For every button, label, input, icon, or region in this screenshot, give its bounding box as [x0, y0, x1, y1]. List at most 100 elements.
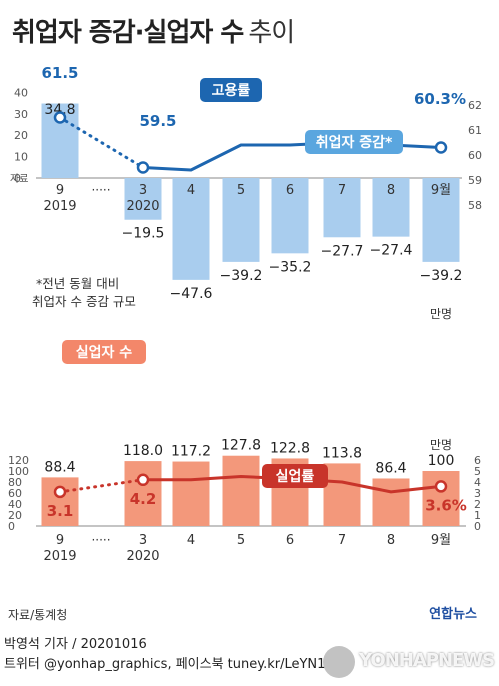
left-tick-label: 40 — [14, 86, 28, 99]
category-label: 4 — [187, 183, 195, 198]
left-tick-label: 30 — [14, 108, 28, 121]
employment-increase-badge: 취업자 증감* — [316, 134, 393, 151]
bar-value-label: −47.6 — [170, 286, 213, 302]
right-tick-label: 0 — [474, 520, 481, 533]
unemployed-bar — [323, 463, 361, 526]
left-tick-label: 100 — [8, 465, 29, 478]
credit-line-1: 박영석 기자 / 20201016 — [4, 637, 147, 652]
category-label: 5 — [237, 183, 245, 198]
bar-value-label: −27.4 — [370, 243, 413, 259]
employment-rate-point — [136, 161, 150, 174]
bar-value-label: 34.8 — [44, 102, 75, 118]
bar-value-label: 113.8 — [322, 445, 362, 461]
bar-value-label: −27.7 — [321, 243, 364, 259]
line-point-label: 59.5 — [139, 112, 176, 130]
bar-value-label: 100 — [428, 453, 455, 469]
unemployed-bar — [124, 461, 162, 526]
category-label: 2019 — [43, 549, 76, 564]
category-label: 3 — [139, 183, 147, 198]
unemployed-count-badge: 실업자 수 — [76, 345, 133, 361]
employment-bar — [422, 178, 460, 262]
left-tick-label: 20 — [8, 509, 22, 522]
source-label: 자료/통계청 — [8, 608, 68, 622]
left-tick-label: 120 — [8, 454, 29, 467]
left-tick-label: 0 — [14, 172, 21, 185]
bar-value-label: −39.2 — [220, 268, 263, 284]
category-label: 9월 — [431, 533, 451, 548]
left-unit-label: 자료 — [10, 173, 28, 185]
gap-marker: ····· — [91, 533, 110, 547]
right-tick-label: 61 — [468, 124, 482, 137]
unemployment-rate-point — [53, 485, 67, 499]
employment-rate-badge: 고용률 — [212, 82, 251, 99]
bar-value-label: 118.0 — [123, 443, 163, 459]
right-tick-label: 1 — [474, 509, 481, 522]
category-label: 5 — [237, 533, 245, 548]
unemployment-rate-badge-box — [262, 464, 328, 488]
category-label: 8 — [387, 533, 395, 548]
right-tick-label: 5 — [474, 465, 481, 478]
unemployment-rate-point — [434, 480, 448, 493]
category-label: 6 — [286, 183, 294, 198]
bar-value-label: −19.5 — [122, 226, 165, 242]
category-label: 9 — [56, 533, 64, 548]
bar-value-label: −35.2 — [269, 259, 312, 275]
bar-value-label: −39.2 — [420, 268, 463, 284]
right-tick-label: 4 — [474, 476, 481, 489]
unemployed-count-badge-box — [62, 340, 146, 364]
right-tick-label: 60 — [468, 149, 482, 162]
unemployment-rate-dotted-segment — [58, 478, 145, 494]
left-tick-label: 60 — [8, 487, 22, 500]
left-tick-label: 20 — [14, 129, 28, 142]
left-tick-label: 80 — [8, 476, 22, 489]
bar-value-label: 86.4 — [375, 460, 406, 476]
category-label: 7 — [338, 183, 346, 198]
category-label: 2019 — [43, 199, 76, 214]
category-label: 3 — [139, 533, 147, 548]
bar-value-label: 117.2 — [171, 444, 211, 460]
employment-increase-badge-box — [305, 130, 403, 154]
footnote-line-1: *전년 동월 대비 — [36, 276, 119, 291]
category-label: 6 — [286, 533, 294, 548]
footnote-line-2: 취업자 수 증감 규모 — [32, 294, 136, 309]
bar-value-label: 122.8 — [270, 440, 310, 456]
right-tick-label: 59 — [468, 174, 482, 187]
bar-value-label: 88.4 — [44, 459, 75, 475]
employment-bar — [323, 178, 361, 238]
employment-bar — [172, 178, 210, 280]
category-label: 7 — [338, 533, 346, 548]
gap-marker: ····· — [91, 183, 110, 197]
line-point-label: 61.5 — [41, 64, 78, 82]
unemployment-rate-badge: 실업률 — [276, 468, 315, 485]
unemployed-bar — [172, 461, 210, 526]
left-tick-label: 0 — [8, 520, 15, 533]
line-point-label: 3.6% — [425, 496, 467, 514]
title-sub: 추이 — [248, 18, 295, 48]
right-tick-label: 62 — [468, 99, 482, 112]
line-point-label: 3.1 — [47, 502, 74, 520]
value-unit-label: 만명 — [430, 307, 452, 321]
right-tick-label: 3 — [474, 487, 481, 500]
unemployed-bar — [41, 477, 79, 526]
employment-rate-point — [53, 111, 67, 124]
employment-rate-badge-box — [200, 78, 262, 102]
category-label: 9월 — [431, 183, 451, 198]
watermark-circle-icon — [323, 646, 355, 678]
employment-chart: 40302010062616059589201934.832020−19.54−… — [10, 64, 482, 321]
employment-bar — [222, 178, 260, 262]
chart-title: 취업자 증감·실업자 수 추이 — [12, 12, 295, 49]
unemployed-bar — [222, 455, 260, 526]
right-tick-label: 58 — [468, 199, 482, 212]
watermark: YONHAPNEWS — [323, 638, 499, 686]
category-label: 2020 — [126, 199, 159, 214]
value-unit-label: 만명 — [430, 438, 452, 452]
employment-bar — [372, 178, 410, 237]
category-label: 8 — [387, 183, 395, 198]
line-point-label: 60.3% — [414, 90, 466, 108]
employment-rate-point — [434, 141, 448, 154]
employment-bar — [271, 178, 309, 254]
employment-bar — [124, 178, 162, 220]
unemployment-rate-point — [136, 473, 150, 487]
left-tick-label: 40 — [8, 498, 22, 511]
category-label: 2020 — [126, 549, 159, 564]
